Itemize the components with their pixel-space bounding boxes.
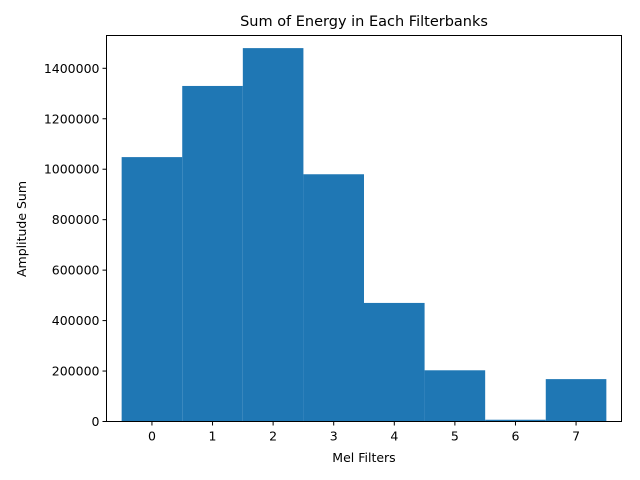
y-tick-label: 1400000 [44, 61, 100, 76]
y-tick-label: 800000 [52, 212, 100, 227]
x-tick-label: 6 [511, 429, 519, 444]
x-tick-label: 3 [330, 429, 338, 444]
y-tick-label: 1200000 [44, 111, 100, 126]
bar-3 [303, 174, 364, 422]
y-tick-label: 400000 [52, 313, 100, 328]
x-tick-label: 2 [269, 429, 277, 444]
y-axis-label: Amplitude Sum [14, 181, 29, 277]
plot-frame [106, 35, 622, 422]
y-tick-label: 0 [92, 414, 100, 429]
bar-0 [121, 157, 183, 422]
y-ticks-group: 0 200000 400000 600000 800000 1000000 1200000 1… [44, 61, 107, 429]
bar-4 [364, 302, 425, 422]
bar-5 [424, 370, 486, 422]
bar-6 [485, 419, 546, 422]
y-tick-label: 200000 [52, 364, 100, 379]
x-tick-label: 7 [572, 429, 580, 444]
x-tick-label: 0 [148, 429, 156, 444]
bar-1 [182, 85, 243, 422]
y-tick-label: 600000 [52, 263, 100, 278]
x-tick-label: 4 [390, 429, 398, 444]
x-tick-label: 5 [451, 429, 459, 444]
bar-7 [545, 379, 607, 422]
bars-group [121, 48, 607, 422]
chart-title: Sum of Energy in Each Filterbanks [240, 14, 488, 30]
x-ticks-group: 0 1 2 3 4 5 6 7 [148, 421, 580, 444]
bar-2 [242, 48, 304, 422]
y-tick-label: 1000000 [44, 162, 100, 177]
x-tick-label: 1 [209, 429, 217, 444]
x-axis-label: Mel Filters [332, 450, 395, 465]
